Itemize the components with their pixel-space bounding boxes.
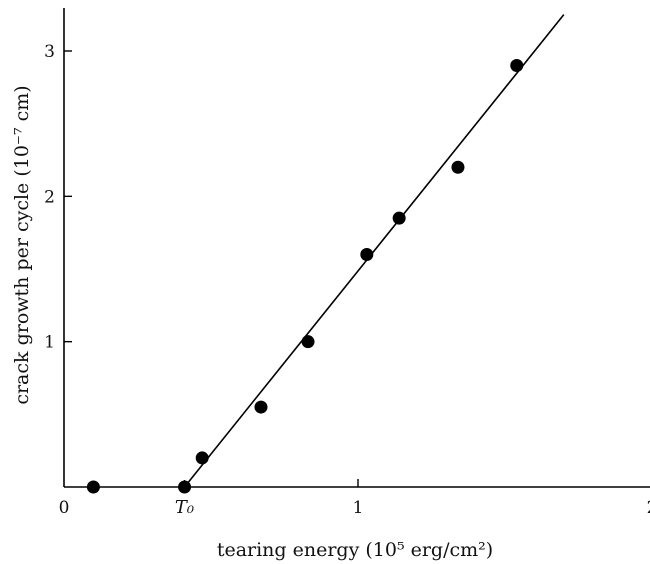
data-point bbox=[451, 160, 465, 174]
y-tick-label: 1 bbox=[44, 333, 55, 353]
fit-line bbox=[183, 14, 565, 488]
data-point bbox=[195, 451, 209, 465]
t0-label: T₀ bbox=[175, 497, 194, 518]
data-point bbox=[86, 480, 100, 494]
data-point bbox=[301, 335, 315, 349]
x-axis-label: tearing energy (10⁵ erg/cm²) bbox=[217, 539, 493, 561]
ticks: 0 1 2 1 2 3 T₀ bbox=[44, 42, 650, 518]
data-point bbox=[178, 480, 192, 494]
data-point bbox=[510, 59, 524, 73]
y-axis-label: crack growth per cycle (10⁻⁷ cm) bbox=[11, 85, 33, 404]
data-point bbox=[254, 400, 268, 414]
y-tick-label: 2 bbox=[44, 187, 55, 207]
x-tick-label: 1 bbox=[353, 498, 364, 518]
labels: tearing energy (10⁵ erg/cm²) crack growt… bbox=[11, 85, 493, 561]
fit-line-group bbox=[183, 14, 565, 488]
y-tick-label: 3 bbox=[44, 42, 55, 62]
x-tick-label: 2 bbox=[647, 498, 650, 518]
x-tick-label: 0 bbox=[59, 498, 70, 518]
axes bbox=[63, 8, 650, 488]
data-points bbox=[86, 59, 524, 494]
data-point bbox=[360, 247, 374, 261]
data-point bbox=[392, 211, 406, 225]
